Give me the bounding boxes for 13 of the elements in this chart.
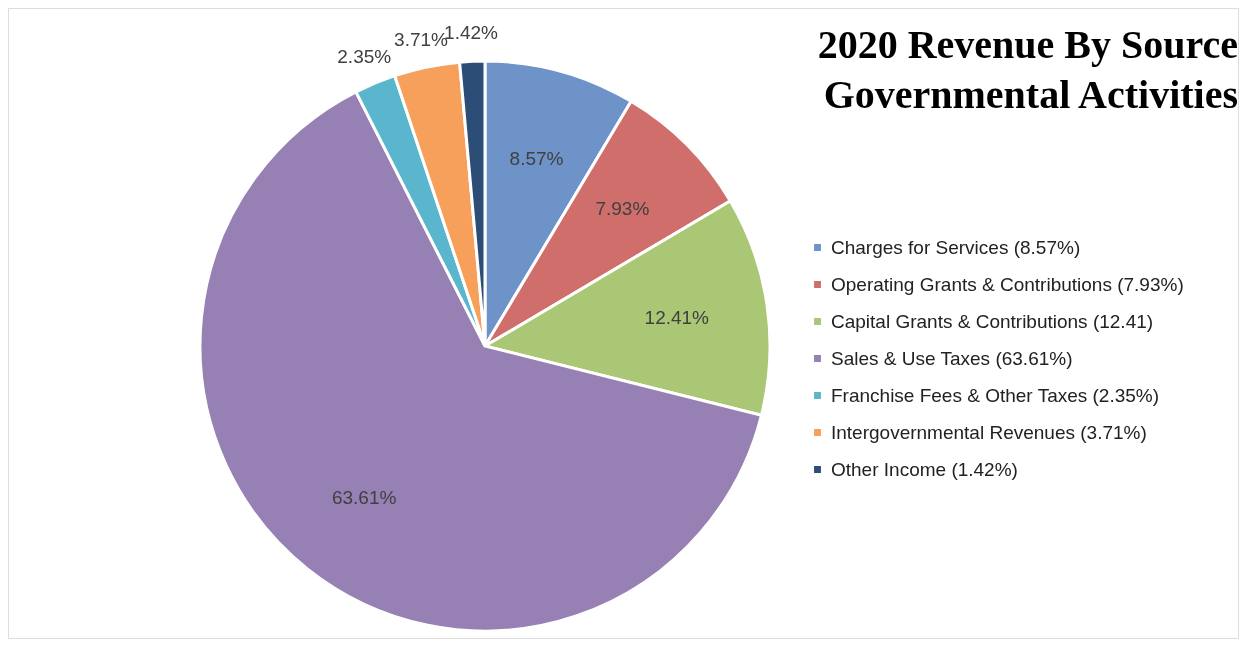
- text: 2020 Revenue By Source Governmental Activities: [817, 22, 1238, 117]
- data-label: 63.61%: [331, 486, 397, 508]
- data-label: 2.35%: [337, 46, 392, 68]
- legend-label: Intergovernmental Revenues (3.71%): [831, 421, 1147, 443]
- legend-label: Charges for Services (8.57%): [831, 236, 1081, 258]
- data-label: 7.93%: [595, 198, 650, 220]
- legend-label: Franchise Fees & Other Taxes (2.35%): [831, 384, 1160, 406]
- data-label: 8.57%: [509, 148, 564, 170]
- legend-label: Capital Grants & Contributions (12.41): [831, 310, 1154, 332]
- legend-label: Operating Grants & Contributions (7.93%): [831, 273, 1184, 295]
- data-label: 12.41%: [644, 307, 710, 329]
- legend-label: Sales & Use Taxes (63.61%): [831, 347, 1073, 369]
- legend-label: Other Income (1.42%): [831, 458, 1018, 480]
